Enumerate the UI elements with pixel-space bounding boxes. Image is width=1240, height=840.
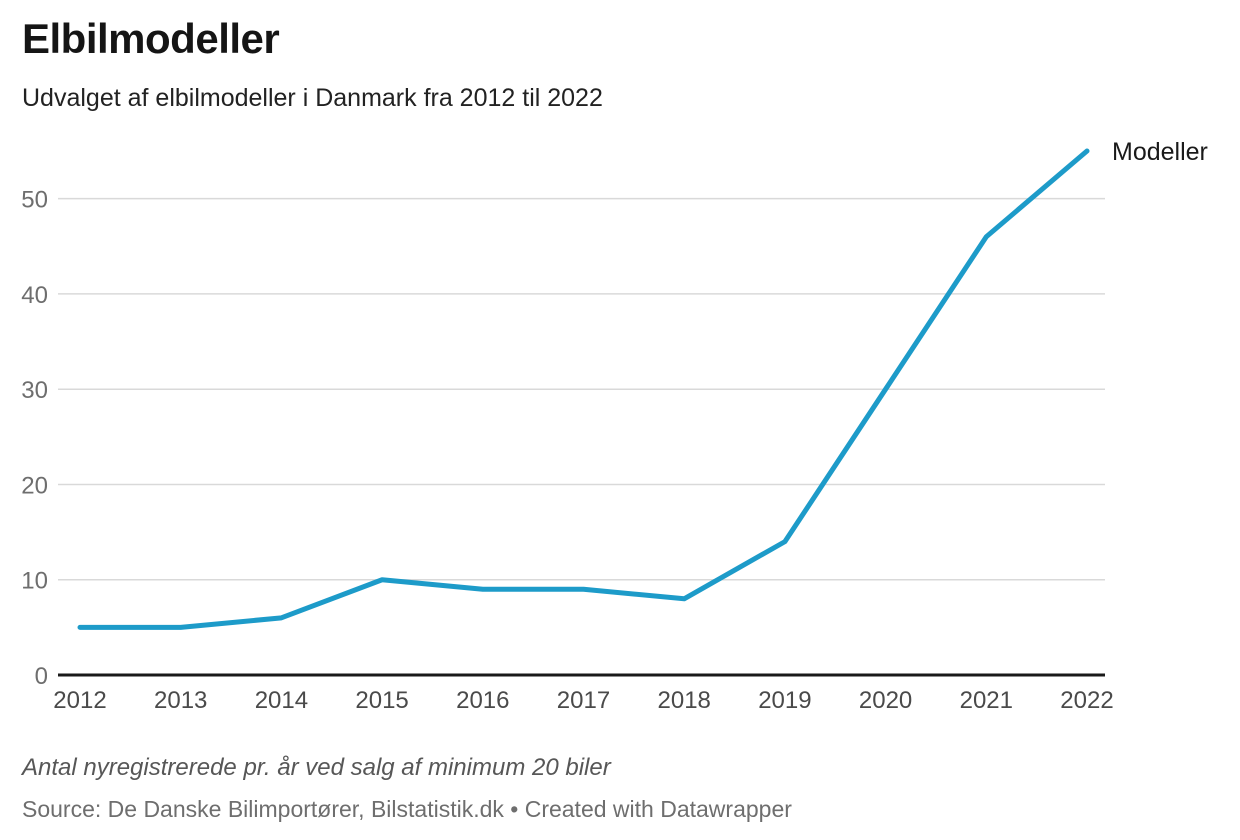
y-tick-label: 30 [21,377,48,404]
x-tick-label: 2020 [859,687,912,714]
chart-area: 0 10 20 30 40 50 2012 2013 2014 2015 2016 2017 2018 2… [0,120,1240,740]
x-tick-label: 2015 [355,687,408,714]
y-tick-label: 40 [21,282,48,309]
x-tick-label: 2021 [960,687,1013,714]
y-tick-label: 20 [21,472,48,499]
x-tick-label: 2017 [557,687,610,714]
x-tick-label: 2013 [154,687,207,714]
y-tick-label: 50 [21,187,48,214]
line-chart-svg: 0 10 20 30 40 50 2012 2013 2014 2015 2016 2017 2018 2… [21,138,1208,714]
page-title: Elbilmodeller [22,15,280,62]
x-tick-label: 2018 [658,687,711,714]
chart-note: Antal nyregistrerede pr. år ved salg af … [22,754,611,781]
chart-source: Source: De Danske Bilimportører, Bilstat… [22,796,792,823]
y-tick-label: 0 [35,663,48,690]
data-line-modeller [77,148,1090,630]
page-subtitle: Udvalget af elbilmodeller i Danmark fra … [22,84,603,113]
series-label: Modeller [1112,138,1208,166]
chart-footer: Antal nyregistrerede pr. år ved salg af … [22,752,1220,825]
x-tick-label: 2014 [255,687,308,714]
x-tick-label: 2022 [1060,687,1113,714]
x-tick-label: 2019 [758,687,811,714]
y-tick-label: 10 [21,568,48,595]
x-tick-label: 2016 [456,687,509,714]
chart-header: Elbilmodeller Udvalget af elbilmodeller … [22,15,1220,114]
x-tick-label: 2012 [53,687,106,714]
